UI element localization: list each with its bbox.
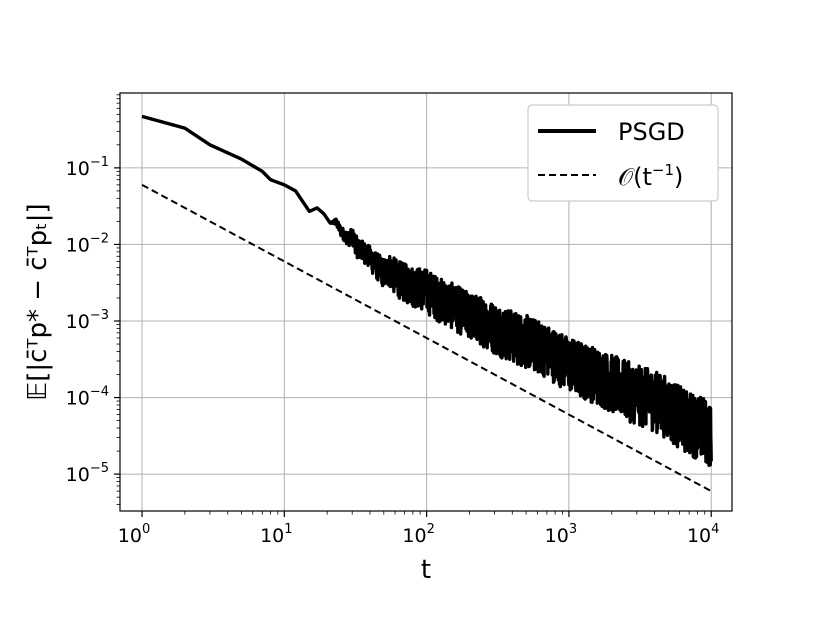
- x-tick-label-exp: 2: [427, 522, 435, 537]
- y-tick-label: 10−3: [66, 308, 109, 333]
- x-tick-label-exp: 3: [569, 522, 577, 537]
- y-tick-label-exp: −4: [90, 385, 109, 400]
- y-tick-label-base: 10: [66, 311, 90, 333]
- x-tick-label-exp: 4: [711, 522, 719, 537]
- series-psgd-line: [140, 114, 713, 467]
- x-tick-label-base: 10: [118, 525, 142, 547]
- x-tick-label: 102: [402, 522, 434, 547]
- series-reference-line: [141, 183, 712, 493]
- legend-label-psgd: PSGD: [618, 118, 685, 146]
- y-tick-label-exp: −3: [90, 308, 109, 323]
- legend-label-reference-suffix: ): [674, 163, 683, 191]
- x-tick-label: 101: [260, 522, 292, 547]
- y-tick-label-base: 10: [66, 464, 90, 486]
- x-tick-label-exp: 0: [142, 522, 150, 537]
- y-axis-label: 𝔼[|c̄ᵀp* − c̄ᵀpₜ|]: [23, 203, 53, 400]
- plot-frame: [119, 92, 733, 512]
- x-tick-label: 103: [545, 522, 577, 547]
- legend-label-reference-base: 𝒪(t: [618, 163, 652, 191]
- y-tick-label-base: 10: [66, 158, 90, 180]
- y-tick-label-exp: −1: [90, 155, 109, 170]
- legend-label-reference: 𝒪(t−1): [618, 161, 683, 191]
- x-tick-label-base: 10: [260, 525, 284, 547]
- y-tick-label: 10−5: [66, 461, 109, 486]
- y-tick-label-base: 10: [66, 388, 90, 410]
- y-tick-label: 10−4: [66, 385, 109, 410]
- x-axis-label: t: [421, 555, 431, 585]
- y-tick-label: 10−1: [66, 155, 109, 180]
- x-tick-label-base: 10: [402, 525, 426, 547]
- ticks: [114, 94, 712, 517]
- x-tick-label-base: 10: [687, 525, 711, 547]
- y-tick-label-base: 10: [66, 234, 90, 256]
- legend: PSGD 𝒪(t−1): [527, 104, 719, 202]
- y-tick-label-exp: −2: [90, 231, 109, 246]
- legend-label-reference-exp: −1: [652, 161, 674, 179]
- x-tick-label-base: 10: [545, 525, 569, 547]
- x-tick-label: 104: [687, 522, 719, 547]
- x-tick-label: 100: [118, 522, 150, 547]
- x-tick-label-exp: 1: [284, 522, 292, 537]
- series-layer: [140, 114, 713, 493]
- y-tick-label: 10−2: [66, 231, 109, 256]
- y-tick-label-exp: −5: [90, 461, 109, 476]
